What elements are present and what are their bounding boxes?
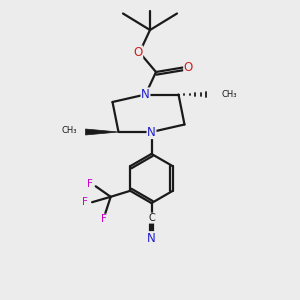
Text: F: F xyxy=(87,179,93,189)
Text: C: C xyxy=(148,213,155,223)
Text: F: F xyxy=(101,214,107,224)
Text: N: N xyxy=(147,232,156,245)
Polygon shape xyxy=(85,129,118,135)
Text: N: N xyxy=(141,88,150,101)
Text: O: O xyxy=(134,46,142,59)
Text: CH₃: CH₃ xyxy=(221,90,237,99)
Text: CH₃: CH₃ xyxy=(61,126,76,135)
Text: N: N xyxy=(147,125,156,139)
Text: F: F xyxy=(82,197,88,207)
Text: O: O xyxy=(184,61,193,74)
